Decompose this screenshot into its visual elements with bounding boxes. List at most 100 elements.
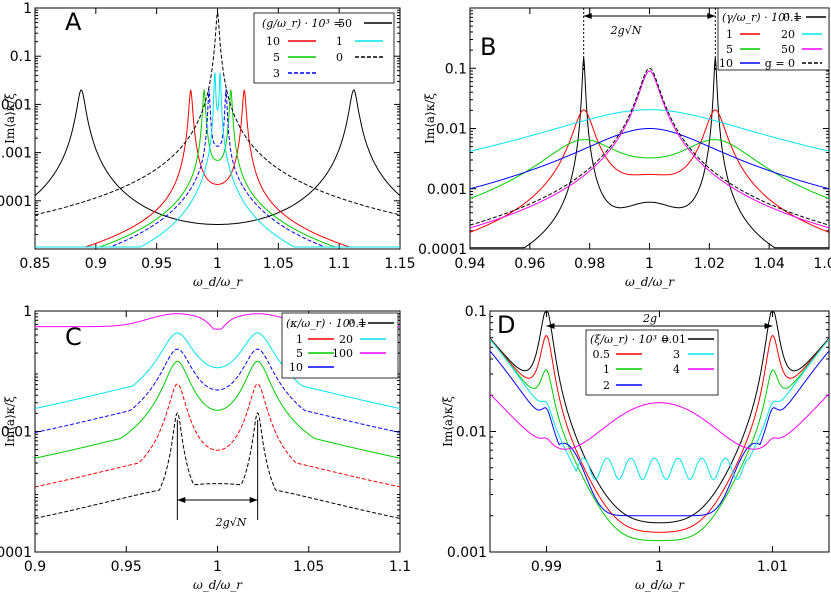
series-line-10 bbox=[35, 348, 400, 433]
series-line-20 bbox=[35, 332, 400, 409]
x-tick-label: 0.98 bbox=[574, 256, 605, 272]
panel-c: 0.9 0.95 1 1.05 1.1 1 0.01 0.0001 ω_d/ω_r Im⟨a⟩κ/… bbox=[0, 304, 411, 592]
x-tick-label: 0.95 bbox=[111, 559, 142, 575]
arrowhead bbox=[583, 13, 592, 19]
y-tick-label: 0.1 bbox=[465, 304, 487, 320]
legend-label: 5 bbox=[273, 51, 280, 64]
series-line-g=0 bbox=[470, 67, 829, 226]
series-line-1 bbox=[35, 383, 400, 488]
y-tick-label: 0.01 bbox=[1, 97, 32, 113]
panel-a: 0.85 0.9 0.95 1 1.05 1.1 1.15 1 0.1 0.01 0.001 0.00… bbox=[0, 1, 416, 289]
panel-letter: C bbox=[65, 323, 82, 351]
y-tick-label: 0.1 bbox=[10, 49, 32, 65]
legend-label: 1 bbox=[296, 333, 303, 346]
series-line-1 bbox=[35, 72, 400, 248]
x-tick-label: 0.95 bbox=[141, 256, 172, 272]
legend-label: 0.5 bbox=[593, 348, 611, 361]
x-tick-label: 1.01 bbox=[757, 559, 788, 575]
panel-d: 0.99 1 1.01 0.1 0.01 0.001 ω_d/ω_r Im⟨a⟩κ/ξ D 2g (… bbox=[441, 304, 830, 592]
x-tick-label: 0.9 bbox=[24, 559, 46, 575]
panel-b: 0.94 0.96 0.98 1 1.02 1.04 1.06 0.1 0.01 0.001 0.0… bbox=[418, 7, 831, 289]
arrowhead bbox=[764, 323, 773, 329]
annotation: 2g√N bbox=[610, 24, 642, 37]
legend-label: 2 bbox=[603, 379, 610, 392]
legend-label: 1 bbox=[726, 28, 733, 41]
x-tick-label: 1 bbox=[645, 256, 654, 272]
legend-box bbox=[585, 329, 719, 396]
y-axis-label: Im⟨a⟩κ/ξ bbox=[3, 93, 17, 144]
y-tick-label: 0.0001 bbox=[418, 242, 467, 258]
arrowhead bbox=[177, 497, 186, 503]
y-axis-label: Im⟨a⟩κ/ξ bbox=[3, 396, 17, 447]
series-line-0.5 bbox=[490, 335, 829, 533]
series-line-0 bbox=[35, 12, 400, 216]
series-line-3 bbox=[35, 89, 400, 248]
series-line-3 bbox=[490, 338, 829, 481]
x-tick-label: 0.94 bbox=[454, 256, 485, 272]
y-tick-label: 0.0001 bbox=[0, 194, 32, 210]
x-tick-label: 1.04 bbox=[754, 256, 785, 272]
series-line-10 bbox=[35, 89, 400, 248]
legend-label: 0.1 bbox=[349, 317, 367, 330]
x-tick-label: 1.1 bbox=[328, 256, 350, 272]
arrowhead bbox=[707, 13, 716, 19]
legend-box bbox=[253, 12, 395, 84]
x-tick-label: 0.96 bbox=[514, 256, 545, 272]
y-axis-label: Im⟨a⟩κ/ξ bbox=[441, 396, 455, 447]
x-axis-label: ω_d/ω_r bbox=[635, 578, 685, 592]
legend-label: 50 bbox=[781, 43, 795, 56]
annotation: 2g bbox=[642, 312, 657, 325]
x-tick-label: 0.85 bbox=[19, 256, 50, 272]
y-tick-label: 1 bbox=[23, 304, 32, 320]
legend-label: 5 bbox=[726, 43, 733, 56]
annotation: 2g√N bbox=[215, 516, 247, 529]
legend-label: 1 bbox=[336, 35, 343, 48]
panel-letter: B bbox=[480, 33, 496, 61]
y-tick-label: 0.01 bbox=[436, 122, 467, 138]
y-tick-label: 0.01 bbox=[456, 425, 487, 441]
series-line-0.1 bbox=[35, 412, 400, 519]
series-line-1 bbox=[470, 109, 829, 233]
x-tick-label: 1 bbox=[213, 256, 222, 272]
legend-label: 4 bbox=[673, 363, 680, 376]
legend-label: 0.1 bbox=[783, 11, 801, 24]
x-tick-label: 1.05 bbox=[293, 559, 324, 575]
legend-title: (γ/ω_r) · 10³ = bbox=[722, 11, 802, 24]
legend-label: 3 bbox=[673, 348, 680, 361]
x-tick-label: 1 bbox=[655, 559, 664, 575]
legend-label: 0 bbox=[336, 51, 343, 64]
x-tick-label: 0.99 bbox=[531, 559, 562, 575]
series-line-0.1 bbox=[470, 57, 829, 249]
legend: (κ/ω_r) · 10³ = 1 20 5 100 10 0.1 bbox=[281, 312, 399, 379]
x-tick-label: 1.15 bbox=[384, 256, 415, 272]
series-line-4 bbox=[490, 393, 829, 450]
panel-letter: A bbox=[65, 8, 82, 36]
legend-title: (κ/ω_r) · 10³ = bbox=[286, 317, 367, 330]
series-line-1 bbox=[490, 338, 829, 542]
series-line-5 bbox=[470, 139, 829, 199]
x-tick-label: 1 bbox=[213, 559, 222, 575]
x-tick-label: 0.9 bbox=[85, 256, 107, 272]
legend-label: 100 bbox=[332, 347, 353, 360]
x-tick-label: 1.05 bbox=[263, 256, 294, 272]
legend-title: (g/ω_r) · 10³ = bbox=[262, 17, 343, 30]
y-tick-label: 1 bbox=[23, 1, 32, 17]
y-axis-label: Im⟨a⟩κ/ξ bbox=[423, 93, 437, 144]
series-line-5 bbox=[35, 89, 400, 248]
legend-label: 50 bbox=[338, 17, 352, 30]
x-tick-label: 1.1 bbox=[389, 559, 411, 575]
x-axis-label: ω_d/ω_r bbox=[193, 578, 243, 592]
series-line-5 bbox=[35, 361, 400, 459]
y-tick-label: 0.0001 bbox=[0, 545, 32, 561]
series-line-50 bbox=[35, 89, 400, 225]
legend-label: 20 bbox=[339, 333, 353, 346]
series-line-2 bbox=[490, 350, 829, 517]
series-line-50 bbox=[470, 70, 829, 229]
series-line-20 bbox=[470, 109, 829, 152]
arrowhead bbox=[249, 497, 258, 503]
x-tick-label: 1.02 bbox=[694, 256, 725, 272]
y-tick-label: 0.001 bbox=[427, 182, 467, 198]
x-axis-label: ω_d/ω_r bbox=[625, 275, 675, 289]
